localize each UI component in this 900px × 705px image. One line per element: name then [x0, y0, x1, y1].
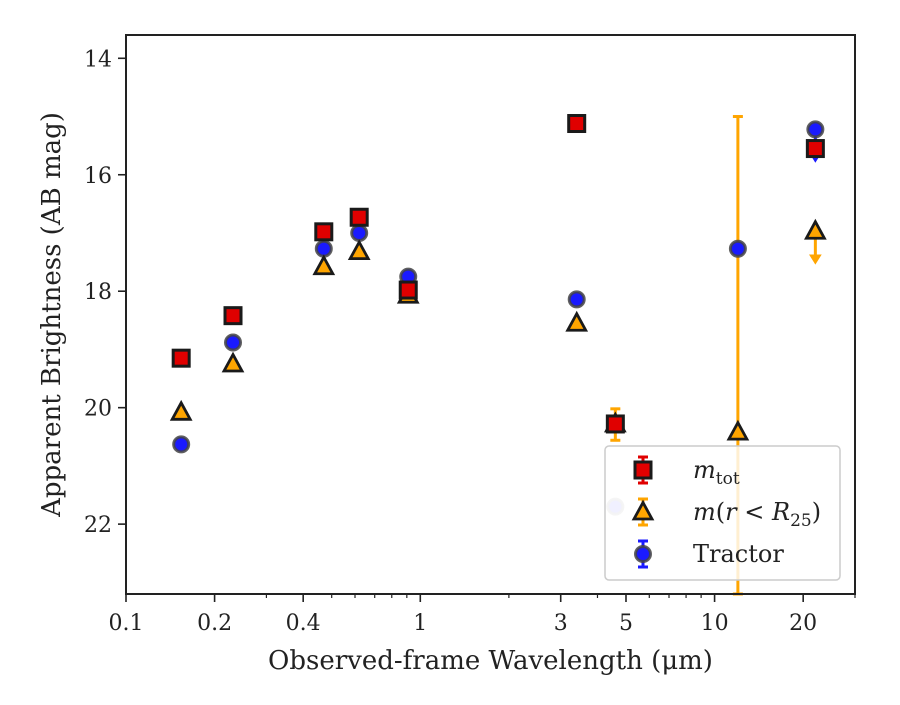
x-tick-label-6: 10 [701, 611, 729, 636]
square-point-1 [223, 306, 243, 326]
square-point-4-shape [398, 280, 418, 300]
legend-box [604, 445, 841, 581]
circle-point-5-shape [567, 290, 586, 309]
x-axis-label: Observed-frame Wavelength (μm) [268, 646, 713, 676]
y-tick-label-0: 14 [84, 47, 112, 72]
circle-point-2 [314, 239, 333, 258]
triangle-point-7-shape [726, 419, 750, 441]
triangle-point-7 [726, 419, 750, 441]
circle-point-3-shape [350, 223, 369, 242]
y-axis-label: Apparent Brightness (AB mag) [37, 112, 67, 518]
square-point-0 [171, 348, 191, 368]
circle-point-7 [728, 239, 747, 258]
x-tick-label-2: 0.4 [286, 611, 321, 636]
square-point-5 [567, 114, 587, 134]
circle-point-7-shape [728, 239, 747, 258]
square-point-6 [605, 414, 625, 434]
square-point-1-shape [223, 306, 243, 326]
triangle-point-3 [347, 239, 371, 261]
x-tick-label-4: 3 [554, 611, 568, 636]
square-point-6-shape [605, 414, 625, 434]
circle-point-5 [567, 290, 586, 309]
legend-label-0: mtot [693, 456, 740, 489]
y-tick-label-2: 18 [84, 280, 112, 305]
legend-marker-2 [634, 545, 652, 563]
y-tick-label-1: 16 [84, 164, 112, 189]
square-point-0-shape [171, 348, 191, 368]
triangle-point-8-shape [804, 218, 827, 240]
triangle-point-3-shape [347, 239, 371, 261]
square-point-7 [805, 139, 825, 159]
circle-point-0 [172, 435, 191, 454]
square-point-4 [398, 280, 418, 300]
legend-marker-1-shape [631, 499, 655, 521]
x-tick-label-3: 1 [413, 611, 427, 636]
triangle-point-2-shape [312, 254, 336, 276]
triangle-point-2 [312, 254, 336, 276]
square-point-3 [349, 207, 369, 227]
square-point-7-shape [805, 139, 825, 159]
square-point-2 [314, 222, 334, 242]
square-point-2-shape [314, 222, 334, 242]
triangle-point-5 [565, 310, 589, 332]
circle-point-2-shape [314, 239, 333, 258]
x-tick-label-0: 0.1 [109, 611, 144, 636]
x-tick-label-1: 0.2 [197, 611, 232, 636]
circle-point-3 [350, 223, 369, 242]
y-tick-label-3: 20 [84, 397, 112, 422]
y-tick-label-4: 22 [84, 513, 112, 538]
legend-marker-0 [633, 460, 653, 480]
circle-point-1-shape [224, 333, 243, 352]
legend-marker-0-shape [633, 460, 653, 480]
legend-marker-2-shape [634, 545, 652, 563]
legend-marker-1 [631, 499, 655, 521]
circle-point-0-shape [172, 435, 191, 454]
triangle-point-1 [221, 351, 245, 373]
triangle-point-0 [169, 399, 193, 421]
legend-label-2: Tractor [693, 540, 784, 568]
circle-point-8-shape [806, 120, 825, 139]
circle-point-1 [224, 333, 243, 352]
plot-frame [125, 34, 856, 595]
square-point-5-shape [567, 114, 587, 134]
circle-point-8 [806, 120, 825, 139]
square-point-3-shape [349, 207, 369, 227]
triangle-point-5-shape [565, 310, 589, 332]
triangle-point-0-shape [169, 399, 193, 421]
x-tick-label-7: 20 [789, 611, 817, 636]
triangle-point-1-shape [221, 351, 245, 373]
triangle-point-8-limit-arrow-head [809, 254, 822, 265]
triangle-point-8 [804, 218, 827, 240]
x-tick-label-5: 5 [619, 611, 633, 636]
